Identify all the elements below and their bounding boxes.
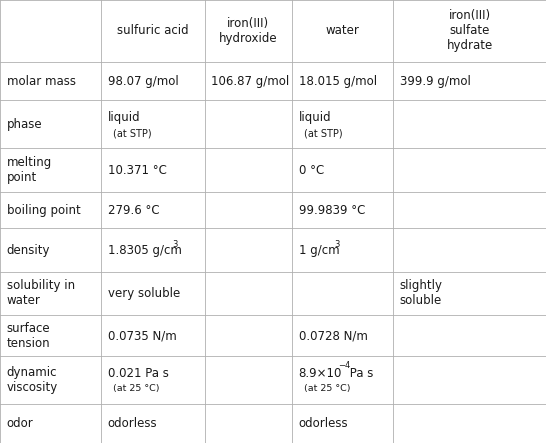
Text: 279.6 °C: 279.6 °C (108, 204, 159, 217)
Text: sulfuric acid: sulfuric acid (117, 24, 189, 37)
Text: surface
tension: surface tension (7, 322, 50, 350)
Text: 98.07 g/mol: 98.07 g/mol (108, 74, 179, 88)
Text: odor: odor (7, 417, 33, 430)
Text: liquid: liquid (108, 111, 140, 124)
Text: 3: 3 (172, 240, 177, 249)
Text: 99.9839 °C: 99.9839 °C (299, 204, 365, 217)
Text: 0.0728 N/m: 0.0728 N/m (299, 329, 367, 342)
Text: 18.015 g/mol: 18.015 g/mol (299, 74, 377, 88)
Text: (at STP): (at STP) (304, 128, 343, 138)
Text: molar mass: molar mass (7, 74, 75, 88)
Text: liquid: liquid (299, 111, 331, 124)
Text: (at 25 °C): (at 25 °C) (113, 385, 159, 393)
Text: slightly
soluble: slightly soluble (400, 280, 443, 307)
Text: dynamic
viscosity: dynamic viscosity (7, 366, 58, 394)
Text: density: density (7, 244, 50, 256)
Text: Pa s: Pa s (346, 366, 373, 380)
Text: 1 g/cm: 1 g/cm (299, 244, 339, 256)
Text: very soluble: very soluble (108, 287, 180, 300)
Text: solubility in
water: solubility in water (7, 280, 75, 307)
Text: phase: phase (7, 118, 42, 131)
Text: 10.371 °C: 10.371 °C (108, 163, 167, 177)
Text: 8.9×10: 8.9×10 (299, 366, 342, 380)
Text: 0.0735 N/m: 0.0735 N/m (108, 329, 176, 342)
Text: iron(III)
hydroxide: iron(III) hydroxide (219, 17, 278, 45)
Text: odorless: odorless (108, 417, 157, 430)
Text: 0.021 Pa s: 0.021 Pa s (108, 366, 168, 380)
Text: 399.9 g/mol: 399.9 g/mol (400, 74, 471, 88)
Text: boiling point: boiling point (7, 204, 80, 217)
Text: 1.8305 g/cm: 1.8305 g/cm (108, 244, 181, 256)
Text: iron(III)
sulfate
hydrate: iron(III) sulfate hydrate (447, 9, 492, 52)
Text: (at STP): (at STP) (113, 128, 152, 138)
Text: (at 25 °C): (at 25 °C) (304, 385, 351, 393)
Text: odorless: odorless (299, 417, 348, 430)
Text: melting
point: melting point (7, 156, 52, 184)
Text: 106.87 g/mol: 106.87 g/mol (211, 74, 289, 88)
Text: 3: 3 (334, 240, 340, 249)
Text: water: water (325, 24, 360, 37)
Text: 0 °C: 0 °C (299, 163, 324, 177)
Text: −4: −4 (339, 361, 351, 370)
